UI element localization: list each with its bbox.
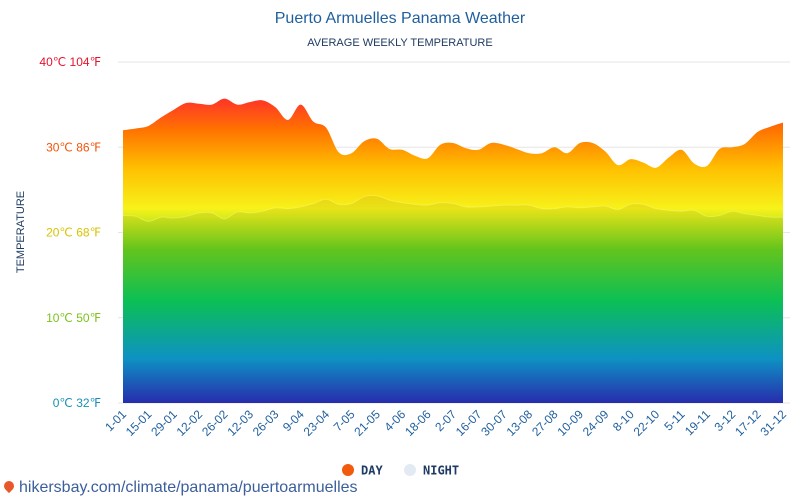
night-temperature-area	[123, 195, 783, 403]
legend-night-marker	[404, 464, 416, 476]
x-tick-label: 21-05	[351, 407, 383, 439]
x-tick-label: 13-08	[504, 407, 536, 439]
legend-night-label: NIGHT	[423, 464, 459, 478]
x-tick-label: 19-11	[682, 407, 713, 438]
legend-day-label: DAY	[361, 464, 383, 478]
x-tick-label: 23-04	[301, 407, 333, 439]
y-axis-label: TEMPERATURE	[15, 191, 27, 273]
x-tick-label: 16-07	[453, 407, 485, 439]
x-tick-label: 26-03	[250, 407, 282, 439]
legend-day-marker	[342, 464, 354, 476]
series-areas	[122, 98, 784, 403]
legend: DAY NIGHT	[342, 464, 459, 478]
source-link-text: hikersbay.com/climate/panama/puertoarmue…	[19, 479, 358, 496]
x-tick-label: 22-10	[631, 407, 663, 439]
y-tick-label: 0℃ 32℉	[53, 396, 101, 410]
chart-title: Puerto Armuelles Panama Weather	[275, 10, 526, 27]
x-tick-label: 27-08	[529, 407, 561, 439]
night-temperature-shade	[123, 195, 783, 403]
legend-item-day[interactable]: DAY	[342, 464, 383, 478]
y-tick-label: 30℃ 86℉	[46, 140, 101, 154]
x-tick-label: 15-01	[123, 407, 155, 439]
x-tick-label: 17-12	[732, 407, 764, 439]
source-link[interactable]: hikersbay.com/climate/panama/puertoarmue…	[1, 478, 358, 497]
y-axis-ticks: 40℃ 104℉ 30℃ 86℉ 20℃ 68℉ 10℃ 50℉ 0℃ 32℉	[39, 55, 101, 410]
chart-subtitle: AVERAGE WEEKLY TEMPERATURE	[307, 37, 492, 49]
x-tick-label: 12-02	[174, 407, 206, 439]
x-tick-label: 18-06	[402, 407, 434, 439]
x-tick-label: 30-07	[478, 407, 510, 439]
x-tick-label: 24-09	[580, 407, 612, 439]
y-tick-label: 20℃ 68℉	[46, 226, 101, 240]
y-tick-label: 40℃ 104℉	[39, 55, 101, 69]
legend-item-night[interactable]: NIGHT	[404, 464, 459, 478]
x-tick-label: 12-03	[224, 407, 256, 439]
x-tick-label: 10-09	[554, 407, 586, 439]
x-tick-label: 26-02	[199, 407, 231, 439]
x-axis-ticks: 1-0115-0129-0112-0226-0212-0326-039-0423…	[102, 407, 789, 439]
location-pin-icon	[1, 478, 17, 494]
y-tick-label: 10℃ 50℉	[46, 311, 101, 325]
x-tick-label: 29-01	[148, 407, 180, 439]
x-tick-label: 31-12	[758, 407, 790, 439]
night-temperature-line	[122, 195, 784, 222]
